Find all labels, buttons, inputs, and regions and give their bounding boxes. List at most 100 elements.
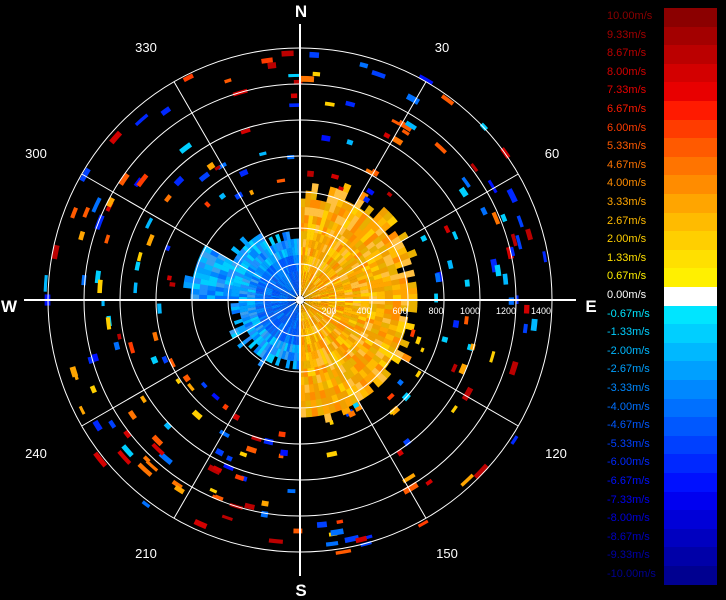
clutter-gate [450, 405, 458, 414]
echo-cell [321, 355, 329, 365]
echo-cell [270, 303, 280, 307]
legend-swatch [664, 249, 717, 269]
clutter-gate [434, 272, 441, 283]
clutter-gate [324, 101, 335, 107]
echo-cell [256, 254, 265, 263]
echo-cell [290, 271, 295, 281]
clutter-gate [146, 234, 155, 247]
echo-cell [285, 309, 292, 317]
clutter-gate [290, 93, 298, 99]
clutter-gate [461, 386, 474, 402]
clutter-gate [420, 347, 425, 353]
legend-swatch [664, 212, 717, 232]
echo-cell [329, 331, 338, 340]
clutter-gate [101, 299, 105, 307]
echo-cell [349, 224, 360, 235]
clutter-gate [329, 419, 334, 426]
echo-cell [334, 283, 344, 289]
echo-cell [382, 211, 394, 223]
echo-cell [230, 331, 241, 339]
echo-cell [370, 327, 380, 336]
bearing-label-210: 210 [135, 546, 157, 561]
echo-cell [239, 236, 249, 246]
echo-cell [293, 287, 298, 296]
echo-cell [248, 283, 258, 289]
echo-cell [295, 254, 299, 264]
echo-cell [358, 221, 369, 232]
echo-cell [320, 293, 330, 297]
clutter-gate [307, 170, 315, 178]
echo-cell [319, 290, 329, 295]
echo-cell [358, 369, 368, 380]
echo-cell [279, 293, 288, 297]
echo-cell [294, 344, 298, 354]
echo-cell [260, 318, 269, 325]
echo-cell [309, 343, 314, 353]
clutter-gate [523, 304, 530, 314]
echo-cell [241, 277, 251, 284]
bearing-label-300: 300 [25, 146, 47, 161]
echo-cell [321, 364, 328, 374]
echo-cell [342, 280, 351, 287]
echo-cell [340, 343, 350, 352]
legend-label: -1.33m/s [607, 326, 650, 339]
echo-cell [309, 199, 317, 209]
echo-cell [309, 359, 315, 369]
echo-cell [304, 301, 314, 305]
echo-cell [251, 237, 260, 247]
legend-label: -2.67m/s [607, 363, 650, 376]
echo-cell [368, 291, 378, 297]
clutter-gate [386, 392, 395, 401]
clutter-gate [219, 429, 230, 439]
echo-cell [311, 183, 319, 193]
echo-cell [313, 350, 320, 360]
echo-cell [279, 278, 287, 286]
echo-cell [359, 378, 369, 389]
echo-cell [360, 289, 370, 294]
echo-cell [365, 317, 375, 325]
echo-cell [347, 272, 357, 279]
echo-cell [183, 281, 193, 289]
echo-cell [324, 255, 332, 264]
echo-cell [290, 319, 295, 329]
echo-cell [324, 245, 331, 255]
echo-cell [304, 302, 313, 307]
echo-cell [361, 328, 371, 336]
echo-cell [230, 306, 240, 311]
echo-cell [344, 304, 354, 309]
echo-cell [364, 253, 375, 262]
clutter-gate [281, 50, 294, 57]
echo-cell [288, 292, 296, 298]
echo-cell [248, 311, 258, 317]
bearing-label-150: 150 [436, 546, 458, 561]
echo-cell [233, 274, 244, 282]
clutter-gate [278, 431, 286, 438]
echo-cell [255, 290, 264, 295]
echo-cell [264, 258, 272, 267]
echo-cell [266, 256, 274, 266]
echo-cell [290, 238, 295, 248]
echo-cell [264, 269, 273, 277]
echo-cell [350, 205, 360, 216]
legend-entry: -8.00m/s [604, 510, 717, 529]
echo-cell [352, 265, 363, 273]
echo-cell [375, 282, 385, 289]
echo-cell [318, 286, 327, 292]
echo-cell [316, 406, 325, 417]
echo-cell [341, 316, 350, 322]
echo-cell [239, 308, 249, 313]
legend-swatch [664, 324, 717, 343]
echo-cell [260, 329, 269, 338]
echo-cell [238, 265, 248, 273]
echo-cell [311, 342, 317, 352]
clutter-gate [366, 187, 375, 196]
clutter-gate [415, 336, 422, 345]
legend-swatch [664, 287, 717, 306]
echo-cell [345, 338, 355, 347]
echo-cell [259, 241, 267, 251]
echo-cell [367, 283, 377, 290]
clutter-gate [443, 224, 451, 234]
echo-cell [312, 297, 322, 300]
echo-cell [278, 301, 288, 305]
echo-cell [279, 303, 288, 307]
